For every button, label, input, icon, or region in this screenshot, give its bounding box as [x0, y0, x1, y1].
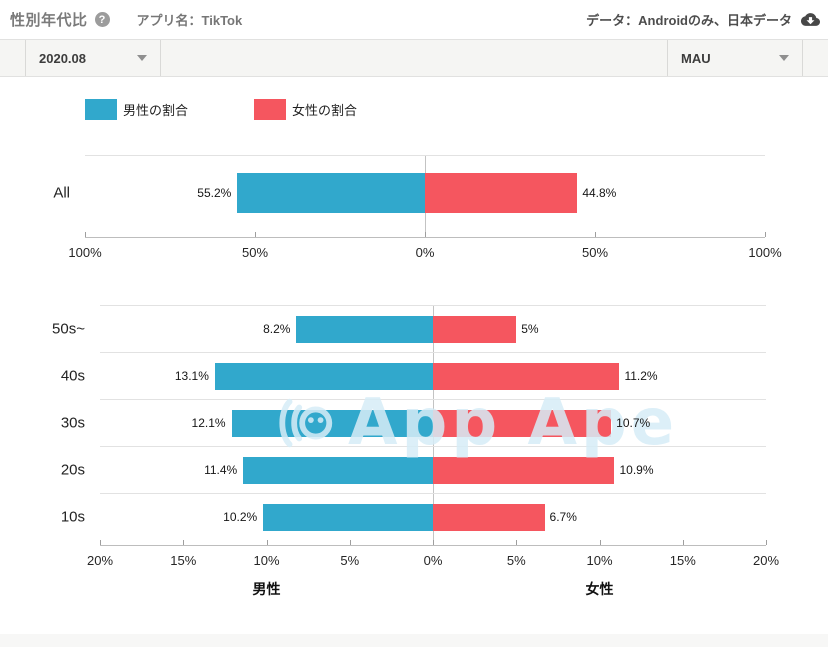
app-name-label: アプリ名：TikTok — [136, 13, 243, 28]
female-value-label: 10.7% — [616, 416, 651, 430]
axis: 20% 15% 10% 5% 0% 5% 10% 15% 20% — [87, 540, 779, 568]
axis-tick-label: 0% — [415, 245, 435, 260]
male-value-label: 13.1% — [174, 369, 209, 383]
axis-tick-label: 100% — [748, 245, 782, 260]
male-bar — [296, 316, 433, 343]
chart-row: 20s 11.4% 10.9% — [61, 446, 766, 493]
female-value-label: 44.8% — [582, 186, 617, 200]
axis: 100% 50% 0% 50% 100% — [68, 232, 782, 260]
male-value-label: 55.2% — [197, 186, 232, 200]
female-value-label: 10.9% — [619, 463, 654, 477]
axis-tick — [595, 232, 596, 237]
help-icon[interactable]: ? — [94, 12, 110, 27]
male-value-label: 10.2% — [223, 510, 258, 524]
axis-tick — [516, 540, 518, 545]
axis-tick-label: 5% — [506, 553, 526, 568]
male-bar — [263, 504, 433, 531]
female-bar — [433, 316, 517, 343]
chevron-down-icon — [779, 55, 789, 61]
female-value-label: 5% — [521, 322, 539, 336]
axis-tick — [85, 232, 86, 237]
header-left: 性別年代比 ? アプリ名：TikTok — [10, 0, 242, 39]
legend-item-male: 男性の割合 — [85, 99, 188, 120]
xaxis-title-male: 男性 — [252, 581, 281, 597]
female-value-label: 11.2% — [624, 369, 658, 383]
chevron-down-icon — [137, 55, 147, 61]
row-category-label: 40s — [60, 367, 85, 385]
chart-row: 40s 13.1% 11.2% — [61, 352, 766, 399]
row-category-label: 10s — [60, 508, 85, 526]
data-scope-label: データ：Androidのみ、日本データ — [586, 13, 792, 28]
male-bar — [214, 363, 433, 390]
chart-row: All 55.2% 44.8% — [53, 156, 765, 238]
male-bar — [243, 457, 433, 484]
row-category-label: 30s — [60, 414, 85, 432]
overall-gender-chart: All 55.2% 44.8% 100% 50% 0% 50% 100% — [53, 155, 782, 260]
axis-tick — [599, 540, 601, 545]
chart-row: 30s 12.1% 10.7% — [61, 399, 766, 446]
page-title: 性別年代比 — [10, 12, 88, 29]
legend-label-male: 男性の割合 — [123, 103, 189, 118]
axis-tick — [183, 540, 185, 545]
axis-tick — [766, 540, 767, 545]
chart-legend: 男性の割合 女性の割合 — [85, 99, 357, 120]
male-value-label: 8.2% — [263, 322, 291, 336]
axis-tick-label: 50% — [241, 245, 269, 260]
axis-tick-label: 0% — [423, 553, 443, 568]
toolbar: 2020.08 MAU — [0, 39, 828, 77]
axis-tick — [425, 232, 426, 237]
axis-tick — [433, 540, 434, 545]
axis-tick-label: 10% — [253, 553, 280, 568]
axis-tick-label: 20% — [86, 553, 114, 568]
axis-tick — [100, 540, 101, 545]
row-category-label: 20s — [60, 461, 85, 479]
female-bar — [433, 410, 612, 437]
axis-tick-label: 50% — [581, 245, 609, 260]
header: 性別年代比 ? アプリ名：TikTok データ：Androidのみ、日本データ — [0, 0, 828, 39]
legend-item-female: 女性の割合 — [254, 99, 357, 120]
male-value-label: 12.1% — [191, 416, 226, 430]
rows: 50s~ 8.2% 5% 40s 13.1% 11.2% 30s 12.1% 10.7% 20s 1… — [52, 305, 766, 540]
chart-row: 10s 10.2% 6.7% — [61, 493, 766, 540]
legend-label-female: 女性の割合 — [292, 103, 358, 118]
row-category-label: All — [53, 184, 70, 202]
axis-tick — [765, 232, 766, 237]
male-value-label: 11.4% — [204, 463, 238, 477]
axis-tick-label: 10% — [586, 553, 613, 568]
header-right: データ：Androidのみ、日本データ — [586, 0, 820, 39]
female-bar — [433, 457, 615, 484]
axis-tick-label: 100% — [68, 245, 102, 260]
footer-strip — [0, 634, 828, 647]
male-bar — [237, 173, 425, 213]
cloud-download-icon[interactable] — [801, 10, 820, 29]
period-select[interactable]: 2020.08 — [25, 40, 161, 76]
axis-tick-label: 15% — [170, 553, 197, 568]
female-bar — [433, 504, 545, 531]
female-color-swatch — [254, 99, 287, 120]
male-color-swatch — [85, 99, 117, 120]
xaxis-title-female: 女性 — [585, 581, 614, 597]
axis-tick-label: 15% — [669, 553, 696, 568]
rows: All 55.2% 44.8% — [53, 155, 765, 238]
axis-tick-label: 20% — [752, 553, 780, 568]
axis-tick — [255, 232, 256, 237]
female-value-label: 6.7% — [549, 510, 577, 524]
chart-row: 50s~ 8.2% 5% — [52, 305, 766, 352]
female-bar — [425, 173, 578, 213]
male-bar — [231, 410, 433, 437]
metric-select-value: MAU — [681, 50, 711, 66]
axis-tick — [682, 540, 684, 545]
age-gender-chart: 50s~ 8.2% 5% 40s 13.1% 11.2% 30s 12.1% 10.7% 20s 1… — [52, 305, 779, 597]
axis-tick-label: 5% — [340, 553, 360, 568]
period-select-value: 2020.08 — [39, 50, 86, 66]
metric-select[interactable]: MAU — [667, 40, 803, 76]
female-bar — [433, 363, 620, 390]
axis-tick — [266, 540, 268, 545]
axis-tick — [349, 540, 351, 545]
row-category-label: 50s~ — [52, 320, 85, 338]
